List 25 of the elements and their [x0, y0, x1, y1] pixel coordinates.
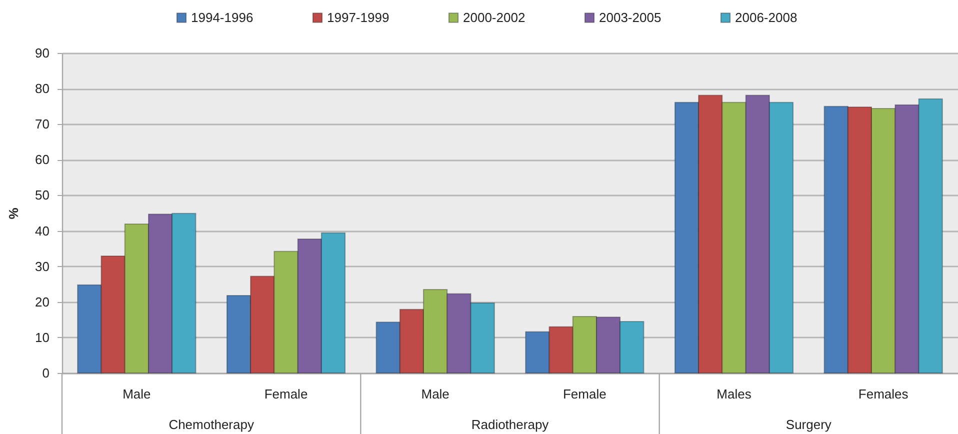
x-tick-label: Females — [858, 386, 909, 402]
y-tick-label: 0 — [42, 366, 50, 380]
x-tick-label: Male — [122, 386, 151, 402]
legend-label: 2003-2005 — [599, 10, 662, 25]
legend-label: 1994-1996 — [191, 10, 254, 25]
y-tick-label: 60 — [35, 152, 50, 168]
x-tick-label: Female — [264, 386, 308, 402]
x-tick-label: Male — [421, 386, 450, 402]
x-tick-label: Female — [562, 386, 606, 402]
y-tick-label: 20 — [35, 294, 50, 310]
y-tick-label: 30 — [35, 258, 50, 274]
legend-label: 2006-2008 — [735, 10, 798, 25]
legend-label: 1997-1999 — [327, 10, 390, 25]
y-tick-label: 80 — [35, 81, 50, 96]
y-tick-label: 70 — [35, 116, 50, 132]
x-tick-label: Males — [716, 386, 752, 402]
text: Radiotherapy — [471, 417, 550, 432]
text: Chemotherapy — [168, 417, 254, 432]
legend-label: 2000-2002 — [463, 10, 526, 25]
y-tick-label: 90 — [35, 46, 50, 60]
y-axis-title: % — [6, 207, 22, 220]
y-tick-label: 50 — [35, 188, 50, 203]
y-tick-label: 40 — [35, 223, 50, 238]
text: Surgery — [786, 417, 832, 432]
y-tick-label: 10 — [35, 330, 50, 345]
